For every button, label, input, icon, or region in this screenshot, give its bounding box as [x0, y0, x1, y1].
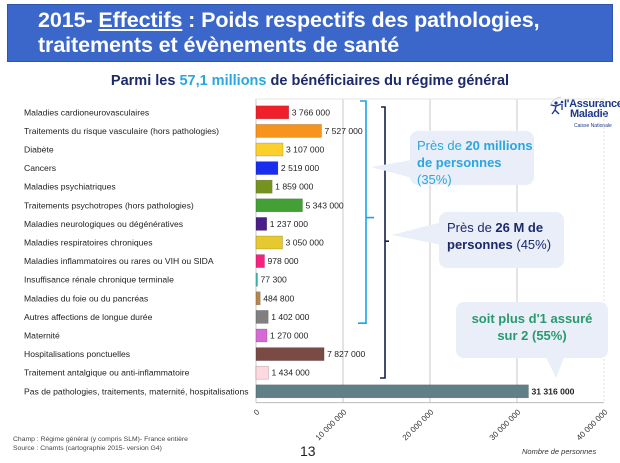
bracket-pathologies	[358, 100, 367, 324]
value-label: 978 000	[268, 256, 299, 266]
chart-category-labels: Maladies cardioneurovasculaires Traitemen…	[24, 107, 249, 396]
title-prefix: 2015-	[38, 8, 99, 32]
x-tick-label: 30 000 000	[488, 407, 523, 442]
category-label: Pas de pathologies, traitements, materni…	[24, 386, 249, 396]
value-label: 7 527 000	[324, 126, 362, 136]
value-label: 1 402 000	[271, 312, 309, 322]
bar	[255, 235, 283, 250]
category-label: Insuffisance rénale chronique terminale	[24, 275, 174, 285]
category-label: Maladies psychiatriques	[24, 182, 116, 192]
subtitle-after: de bénéficiaires du régime général	[266, 73, 510, 89]
callout3-pointer	[545, 355, 565, 378]
bar	[255, 365, 269, 380]
bar	[255, 217, 268, 231]
bar	[255, 124, 322, 138]
category-label: Hospitalisations ponctuelles	[24, 349, 130, 359]
category-label: Traitements du risque vasculaire (hors p…	[24, 126, 219, 136]
title-rest: : Poids respectifs des pathologies,	[182, 8, 540, 32]
chart-subtitle: Parmi les 57,1 millions de bénéficiaires…	[0, 73, 620, 89]
value-label: 7 827 000	[327, 349, 365, 359]
value-label: 1 434 000	[271, 368, 309, 378]
value-label: 2 519 000	[281, 163, 319, 173]
category-label: Maladies cardioneurovasculaires	[24, 107, 149, 117]
x-axis-label: Nombre de personnes	[522, 447, 597, 456]
callout1-prefix: Près de	[417, 138, 466, 153]
bar	[255, 161, 279, 175]
chart-x-ticks: 0 10 000 000 20 000 000 30 000 000 40 000 00…	[252, 407, 610, 442]
category-label: Diabète	[24, 145, 54, 155]
title-line2: traitements et évènements de santé	[38, 33, 400, 57]
logo-line2: Maladie	[570, 108, 609, 120]
subtitle-highlight: 57,1 millions	[179, 73, 267, 89]
callout2-pointer	[392, 222, 442, 245]
bar	[255, 179, 273, 194]
value-label: 5 343 000	[305, 200, 343, 210]
callout1-bold: 20 millions	[465, 138, 533, 153]
bar	[255, 328, 268, 343]
page-title: 2015- Effectifs : Poids respectifs des p…	[38, 8, 540, 58]
value-label: 3 766 000	[292, 107, 330, 117]
bar	[255, 105, 290, 120]
callout1-suffix: (35%)	[417, 172, 452, 187]
callout3-line1: soit plus d'1 assuré	[471, 311, 593, 326]
category-label: Maternité	[24, 331, 60, 341]
value-label: 1 859 000	[275, 182, 313, 192]
x-tick-label: 0	[252, 407, 262, 417]
bar	[255, 310, 269, 324]
x-tick-label: 20 000 000	[401, 407, 436, 442]
x-tick-label: 10 000 000	[314, 407, 349, 442]
callout-pointers	[371, 160, 565, 378]
callout3-line2: sur 2 (55%)	[497, 328, 567, 343]
assurance-maladie-logo: l'Assurance Maladie Caisse Nationale	[547, 96, 620, 136]
value-label: 31 316 000	[531, 386, 574, 396]
bar	[255, 347, 325, 361]
category-label: Cancers	[24, 163, 56, 173]
page-number: 13	[300, 443, 316, 459]
callout2-suffix: (45%)	[512, 237, 552, 252]
callout-26-millions: Près de 26 M de personnes (45%)	[439, 212, 564, 268]
callout1-pointer	[371, 160, 412, 178]
logo-figure-icon	[549, 96, 564, 115]
category-label: Autres affections de longue durée	[24, 312, 153, 322]
value-label: 1 237 000	[270, 219, 308, 229]
logo-line1: l'Assurance	[564, 98, 620, 110]
value-label: 77 300	[261, 275, 288, 285]
callout-1-sur-2: soit plus d'1 assuré sur 2 (55%)	[456, 302, 608, 358]
category-label: Maladies inflammatoires ou rares ou VIH …	[24, 256, 214, 266]
category-label: Maladies neurologiques ou dégénératives	[24, 219, 183, 229]
value-label: 1 270 000	[270, 331, 308, 341]
category-label: Maladies du foie ou du pancréas	[24, 293, 148, 303]
category-label: Traitements psychotropes (hors pathologi…	[24, 200, 194, 210]
logo-line3: Caisse Nationale	[574, 123, 612, 129]
value-label: 3 050 000	[286, 238, 324, 248]
bar	[255, 198, 303, 213]
bar	[255, 142, 284, 157]
chart-brackets	[358, 100, 389, 379]
chart-bars	[255, 105, 529, 399]
bar	[255, 254, 265, 268]
title-banner: 2015- Effectifs : Poids respectifs des p…	[7, 4, 613, 62]
footnote-champ: Champ : Régime général (y compris SLM)- …	[13, 436, 188, 443]
callout-20-millions: Près de 20 millions de personnes (35%)	[410, 131, 534, 187]
callout2-prefix: Près de	[447, 220, 496, 235]
subtitle-before: Parmi les	[110, 73, 180, 89]
bar	[255, 272, 258, 287]
category-label: Traitement antalgique ou anti-inflammato…	[24, 368, 190, 378]
callout1-line2: de personnes	[417, 155, 502, 170]
x-tick-label: 40 000 000	[575, 407, 610, 442]
category-label: Maladies respiratoires chroniques	[24, 238, 153, 248]
value-label: 3 107 000	[286, 145, 324, 155]
bar	[255, 291, 261, 306]
bracket-all	[380, 106, 386, 379]
callout2-line2: personnes	[447, 237, 513, 252]
title-underlined: Effectifs	[98, 8, 183, 32]
callout2-bold: 26 M de	[495, 220, 544, 235]
footnote-source: Source : Cnamts (cartographie 2015- vers…	[13, 445, 162, 452]
value-label: 484 800	[263, 293, 294, 303]
bar	[255, 384, 529, 399]
